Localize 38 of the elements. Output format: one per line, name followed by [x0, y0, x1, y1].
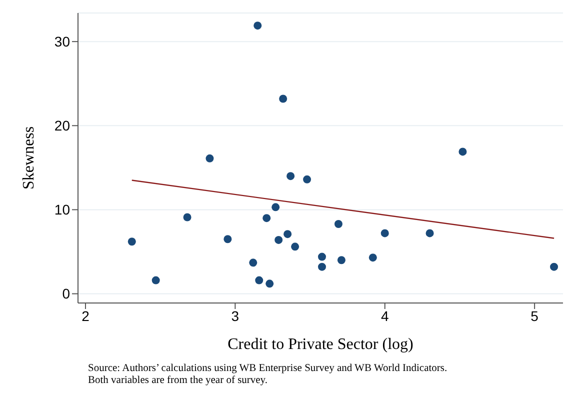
point — [337, 256, 346, 264]
point — [303, 175, 312, 184]
y-tick-label: 20 — [54, 118, 70, 134]
point — [286, 172, 295, 180]
y-tick-label: 0 — [62, 286, 70, 302]
y-axis-title: Skewness — [20, 126, 38, 190]
point — [318, 252, 326, 261]
point — [458, 148, 467, 156]
point — [380, 229, 389, 238]
y-tick-label: 30 — [54, 34, 70, 50]
y-tick-label: 10 — [54, 202, 70, 218]
x-tick-label: 3 — [231, 308, 240, 324]
point — [274, 236, 283, 244]
point — [318, 262, 326, 271]
point — [128, 238, 136, 246]
point — [272, 203, 280, 212]
point — [368, 254, 377, 262]
point — [284, 230, 292, 238]
point — [255, 276, 264, 284]
x-tick-label: 4 — [380, 308, 389, 324]
point — [291, 242, 300, 251]
text: Both variables are from the year of survey. — [88, 375, 268, 387]
point — [183, 213, 192, 222]
point — [254, 22, 262, 30]
point — [426, 229, 434, 238]
point — [206, 154, 214, 162]
point — [249, 258, 258, 267]
point — [550, 262, 558, 271]
point — [262, 214, 271, 222]
point — [279, 94, 288, 103]
point — [334, 220, 342, 228]
point — [152, 276, 160, 284]
x-axis-title: Credit to Private Sector (log) — [228, 336, 414, 353]
source-note: Source: Authors’ calculations using WB Enterprise Survey and WB World Indicators. — [88, 363, 448, 375]
x-tick-label: 5 — [530, 308, 539, 324]
x-tick-label: 2 — [82, 308, 90, 324]
point — [224, 235, 232, 244]
point — [266, 280, 274, 288]
